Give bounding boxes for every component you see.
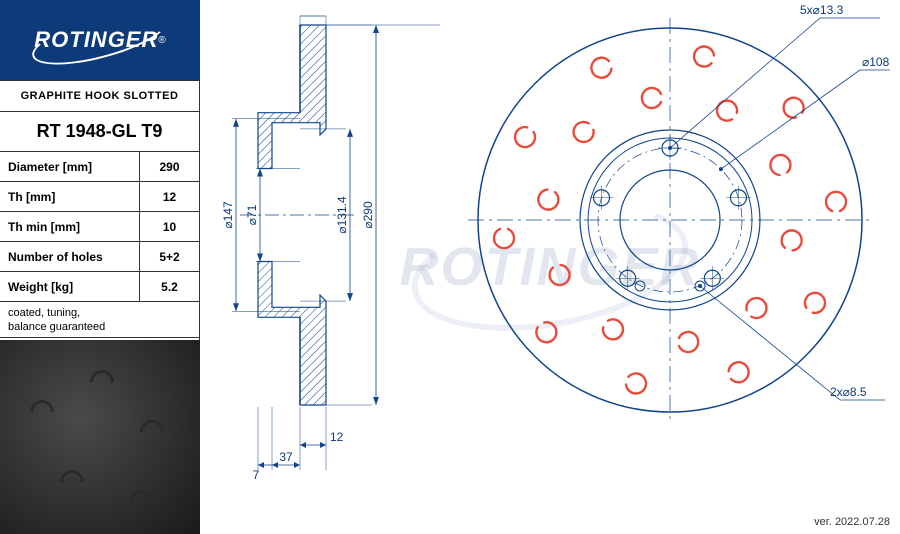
- spec-value: 12: [140, 182, 199, 211]
- svg-text:2x⌀8.5: 2x⌀8.5: [830, 385, 867, 399]
- spec-row: Number of holes 5+2: [0, 242, 199, 272]
- brand-logo: ROTINGER ®: [0, 0, 200, 80]
- svg-text:⌀131.4: ⌀131.4: [335, 196, 349, 234]
- spec-row: Th [mm] 12: [0, 182, 199, 212]
- spec-label: Number of holes: [0, 242, 140, 271]
- spec-label: Weight [kg]: [0, 272, 140, 301]
- spec-row: Diameter [mm] 290: [0, 152, 199, 182]
- svg-text:⌀108: ⌀108: [862, 55, 890, 69]
- spec-label: Th min [mm]: [0, 212, 140, 241]
- spec-value: 5+2: [140, 242, 199, 271]
- spec-value: 5.2: [140, 272, 199, 301]
- svg-text:⌀71: ⌀71: [245, 204, 259, 225]
- technical-drawing: ROTINGER ⌀147⌀71⌀131.4⌀29012377 5x⌀13.3⌀…: [200, 0, 900, 534]
- svg-text:⌀290: ⌀290: [361, 201, 375, 229]
- product-subtitle: GRAPHITE HOOK SLOTTED: [0, 80, 199, 112]
- registered-icon: ®: [158, 35, 165, 46]
- section-view: ⌀147 ⌀71 ⌀131.4 ⌀290 12 37 7: [200, 0, 440, 510]
- part-number: RT 1948-GL T9: [0, 112, 199, 152]
- spec-value: 10: [140, 212, 199, 241]
- spec-label: Diameter [mm]: [0, 152, 140, 181]
- version-label: ver. 2022.07.28: [814, 516, 890, 528]
- spec-notes: coated, tuning, balance guaranteed: [0, 302, 199, 338]
- svg-text:37: 37: [279, 450, 293, 464]
- svg-text:12: 12: [330, 430, 344, 444]
- spec-row: Th min [mm] 10: [0, 212, 199, 242]
- svg-text:7: 7: [253, 468, 260, 482]
- svg-text:5x⌀13.3: 5x⌀13.3: [800, 3, 844, 17]
- spec-value: 290: [140, 152, 199, 181]
- spec-row: Weight [kg] 5.2: [0, 272, 199, 302]
- spec-label: Th [mm]: [0, 182, 140, 211]
- sidebar: ROTINGER ® GRAPHITE HOOK SLOTTED RT 1948…: [0, 0, 200, 534]
- svg-text:⌀147: ⌀147: [221, 201, 235, 229]
- product-photo: [0, 340, 200, 534]
- face-view: 5x⌀13.3 ⌀108 2x⌀8.5: [440, 0, 900, 480]
